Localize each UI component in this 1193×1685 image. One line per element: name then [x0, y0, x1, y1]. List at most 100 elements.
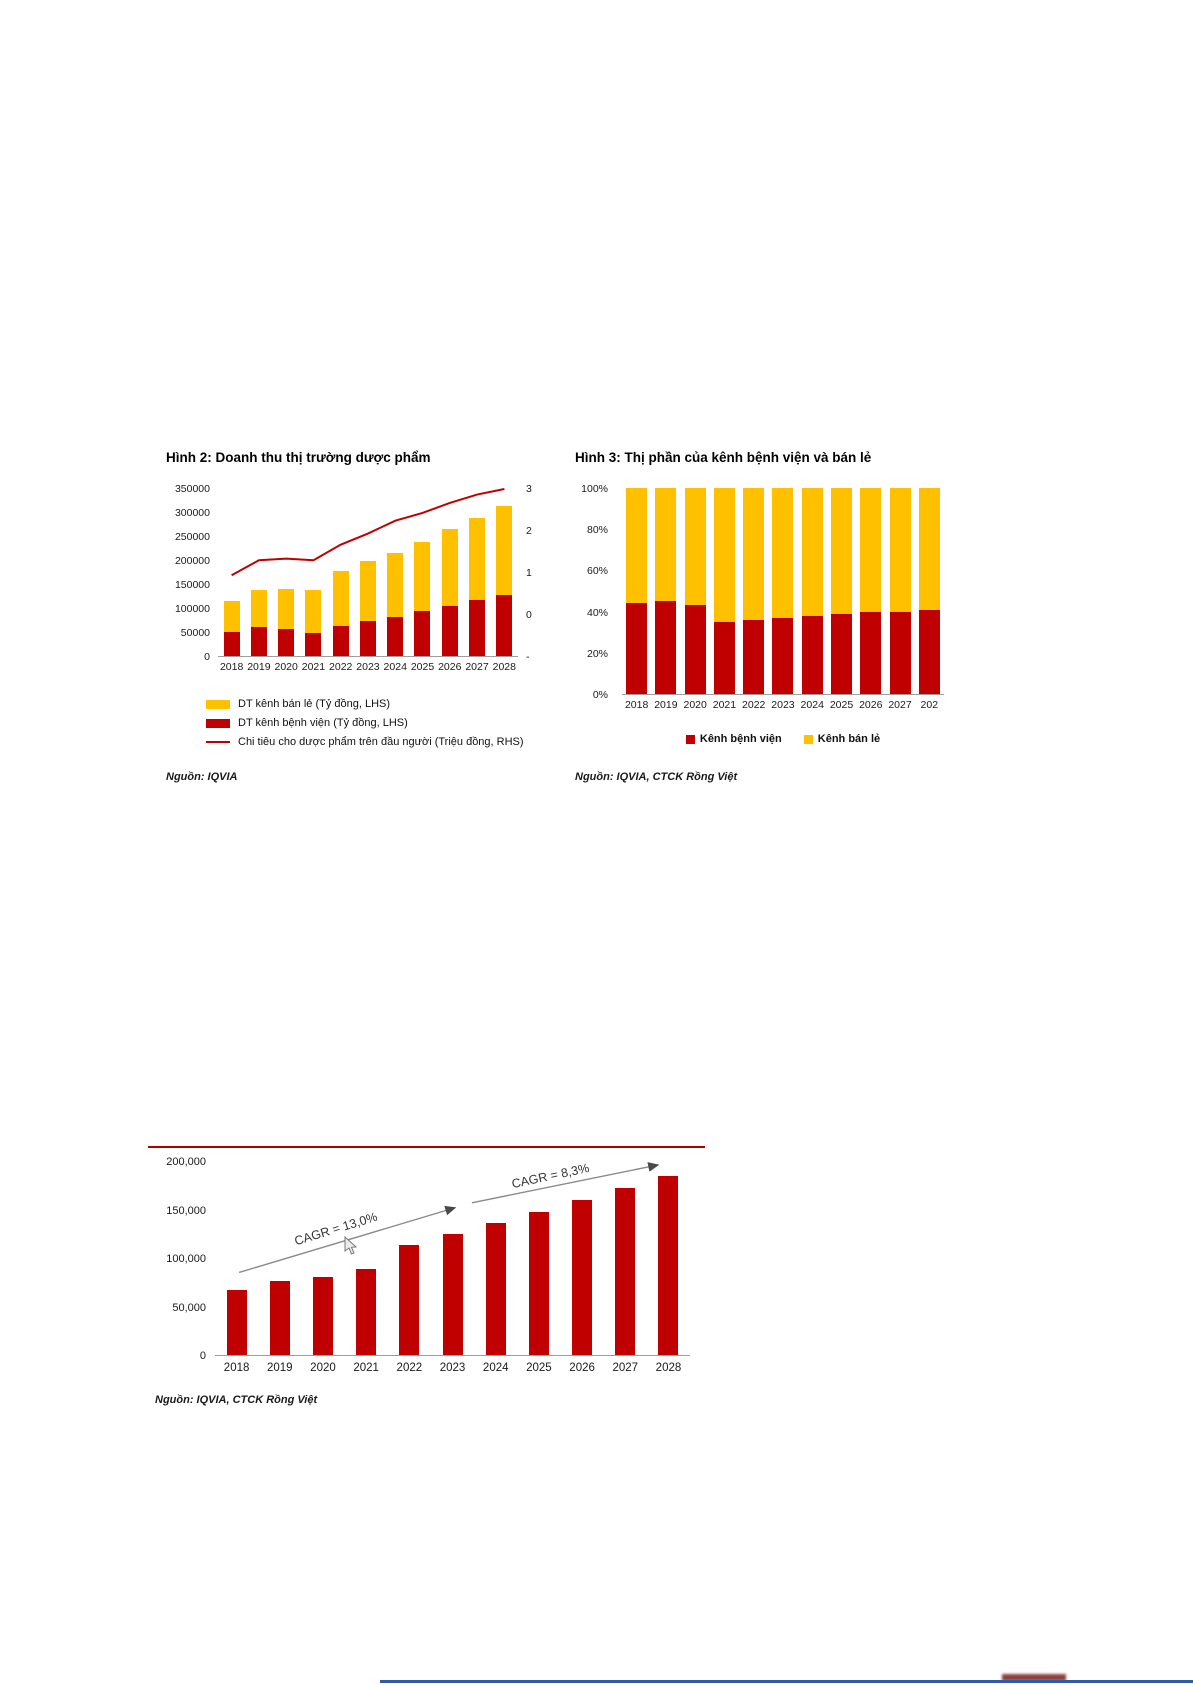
figure3-y-axis: 100% 80% 60% 40% 20% 0% [560, 483, 608, 701]
x-axis-label: 2020 [310, 1362, 336, 1374]
retail-segment [223, 600, 240, 632]
bar-group-2024 [798, 488, 827, 694]
bar-group-2028 [491, 489, 518, 656]
bar-group-2027 [885, 488, 914, 694]
stacked-bar [278, 588, 295, 656]
axis-tick-label: 50000 [180, 627, 210, 639]
figure4-bars [215, 1162, 690, 1355]
figure3-source: Nguồn: IQVIA, CTCK Rồng Việt [575, 771, 738, 783]
bar-group-2025 [409, 489, 436, 656]
bar-group-2026 [561, 1162, 604, 1355]
x-axis-label: 2026 [569, 1362, 595, 1374]
retail-segment [772, 488, 794, 618]
bar-group-2024 [382, 489, 409, 656]
x-axis-label: 2027 [612, 1362, 639, 1374]
x-axis-label: 2028 [492, 661, 516, 673]
bar-group-2019 [651, 488, 680, 694]
bar-group-2026 [436, 489, 463, 656]
bar-group-2020 [681, 488, 710, 694]
axis-tick-label: 100000 [174, 603, 210, 615]
stacked-bar [743, 488, 765, 694]
axis-tick-label: - [526, 651, 530, 663]
stacked-bar [414, 541, 431, 656]
axis-tick-label: 200,000 [166, 1156, 206, 1168]
bar-group-2019 [258, 1162, 301, 1355]
stacked-bar [496, 506, 513, 656]
x-axis-label: 2025 [526, 1362, 552, 1374]
axis-tick-label: 300000 [174, 507, 210, 519]
bar-group-2026 [856, 488, 885, 694]
x-axis-label: 2022 [742, 699, 766, 711]
legend-item: Kênh bệnh viện [685, 733, 782, 745]
bar [528, 1212, 549, 1355]
hospital-segment [223, 632, 240, 656]
figure3-x-axis: 2018 2019 2020 2021 2022 2023 2024 2025 2026 2027… [622, 699, 944, 711]
figure2-plot-area [218, 488, 518, 657]
bar [615, 1188, 636, 1355]
figure4-y-axis: 200,000 150,000 100,000 50,000 0 [140, 1156, 206, 1362]
figure4-plot-area: CAGR = 13,0% CAGR = 8,3% [215, 1161, 690, 1356]
x-axis-label: 2024 [482, 1362, 509, 1374]
axis-tick-label: 20% [586, 647, 608, 660]
figure2-right-axis: 3 2 1 0 - [526, 483, 546, 663]
x-axis-label: 2023 [771, 699, 795, 711]
stacked-bar [860, 488, 882, 694]
stacked-bar [441, 528, 458, 656]
axis-tick-label: 50,000 [172, 1301, 206, 1314]
stacked-bar [830, 488, 852, 694]
figure2-bars [218, 489, 518, 656]
bar-group-2022 [388, 1162, 431, 1355]
bar-group-2019 [245, 489, 272, 656]
axis-tick-label: 80% [586, 524, 608, 537]
bar-group-2023 [768, 488, 797, 694]
bar-group-2022 [739, 488, 768, 694]
bar [572, 1199, 593, 1355]
legend-label: Kênh bệnh viện [699, 733, 782, 745]
retail-segment [332, 570, 349, 626]
stacked-bar [655, 488, 677, 694]
retail-segment [889, 488, 911, 612]
x-axis-label: 2027 [465, 661, 489, 673]
legend-swatch [685, 734, 695, 744]
hospital-segment [469, 599, 486, 656]
retail-segment [801, 488, 823, 616]
hospital-segment [655, 601, 677, 694]
axis-tick-label: 100,000 [166, 1253, 206, 1265]
bar-group-2020 [301, 1162, 344, 1355]
retail-segment [387, 552, 404, 617]
x-axis-label: 2018 [223, 1362, 250, 1374]
legend-item: Chi tiêu cho dược phẩm trên đầu người (T… [206, 736, 524, 748]
retail-segment [250, 589, 267, 628]
hospital-segment [414, 611, 431, 656]
x-axis-label: 2018 [624, 699, 649, 711]
stacked-bar [332, 570, 349, 656]
stacked-bar [359, 561, 376, 656]
x-axis-label: 2021 [712, 699, 737, 711]
figure3-plot-area [622, 488, 944, 695]
figure2-x-axis: 2018 2019 2020 2021 2022 2023 2024 2025 2026 2027… [218, 661, 518, 673]
x-axis-label: 2024 [800, 699, 824, 711]
x-axis-label: 2019 [247, 661, 271, 673]
hospital-segment [860, 611, 882, 694]
hospital-segment [278, 628, 295, 656]
retail-segment [626, 488, 648, 604]
bar-group-2021 [345, 1162, 388, 1355]
bar-group-2020 [273, 489, 300, 656]
axis-tick-label: 150,000 [166, 1204, 206, 1217]
axis-tick-label: 40% [586, 606, 608, 619]
bar [658, 1175, 679, 1355]
bar [226, 1290, 247, 1355]
x-axis-label: 2021 [353, 1362, 379, 1374]
x-axis-label: 2025 [410, 661, 435, 673]
x-axis-label: 2026 [438, 661, 462, 673]
bar [312, 1277, 333, 1355]
x-axis-label: 2023 [439, 1362, 466, 1374]
x-axis-label: 2021 [301, 661, 326, 673]
stacked-bar [626, 488, 648, 694]
bar [399, 1245, 420, 1355]
bar [356, 1268, 377, 1355]
bar-group-2018 [215, 1162, 258, 1355]
axis-tick-label: 60% [586, 565, 608, 578]
bar-group-2024 [474, 1162, 517, 1355]
